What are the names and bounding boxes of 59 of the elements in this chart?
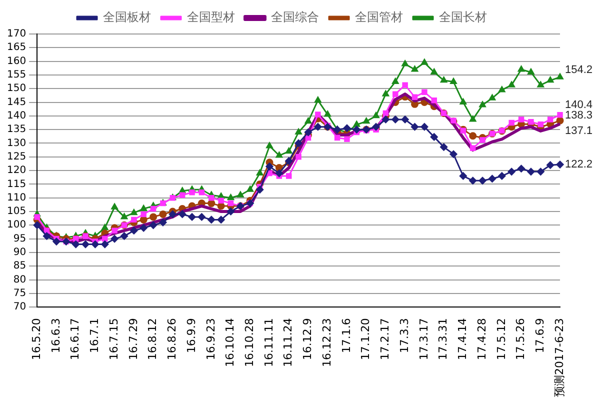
data-label: 138.3 (565, 110, 593, 122)
legend-label: 全国型材 (187, 10, 235, 24)
y-tick-label: 145 (6, 96, 26, 108)
y-tick-label: 150 (6, 83, 26, 94)
y-tick-label: 130 (6, 138, 26, 149)
y-tick-label: 75 (13, 288, 26, 300)
x-tick-label: 16.11.24 (282, 318, 295, 368)
x-tick-label: 17.3.31 (436, 318, 450, 360)
x-tick-label: 17.4.14 (456, 318, 470, 360)
x-tick-label: 17.3.17 (417, 318, 430, 360)
data-label: 122.2 (565, 158, 593, 171)
y-tick-label: 110 (6, 192, 26, 204)
x-tick-label: 16.9.9 (184, 318, 198, 354)
y-tick-label: 85 (13, 260, 26, 272)
x-tick-label: 16.7.29 (126, 318, 140, 360)
x-tick-label: 16.6.3 (49, 318, 62, 354)
x-tick-label: 16.5.20 (30, 318, 43, 360)
y-tick-label: 100 (6, 220, 26, 231)
legend-label: 全国板材 (103, 10, 151, 24)
legend-label: 全国长材 (439, 10, 487, 24)
x-tick-label: 16.8.26 (166, 318, 179, 360)
x-tick-label: 17.1.6 (340, 318, 353, 354)
x-tick-label: 16.10.14 (224, 318, 237, 368)
x-tick-label: 16.7.15 (107, 318, 120, 360)
x-tick-label: 16.11.11 (262, 318, 276, 368)
y-tick-label: 90 (13, 247, 26, 258)
y-tick-label: 105 (6, 206, 26, 218)
x-tick-label: 16.9.23 (204, 318, 218, 360)
x-tick-label: 17.1.20 (359, 318, 372, 360)
x-tick-label: 17.2.17 (378, 318, 392, 360)
y-tick-label: 95 (13, 233, 26, 244)
y-tick-label: 70 (13, 302, 26, 313)
y-tick-label: 165 (6, 42, 26, 54)
x-tick-label: 16.12.9 (301, 318, 314, 360)
y-tick-label: 160 (6, 56, 26, 67)
y-tick-label: 170 (6, 28, 26, 40)
x-tick-label: 17.5.12 (494, 318, 508, 360)
x-tick-label: 16.6.17 (68, 318, 82, 360)
x-tick-label: 17.6.9 (533, 318, 546, 354)
x-tick-label: 17.4.28 (475, 318, 488, 360)
x-tick-label: 16.8.12 (146, 318, 160, 360)
data-label: 140.4 (565, 98, 593, 111)
x-tick-label: 17.3.3 (398, 318, 411, 354)
y-tick-label: 135 (6, 124, 26, 136)
x-tick-label: 16.12.23 (320, 318, 334, 368)
x-tick-label: 16.10.28 (242, 318, 256, 368)
legend-label: 全国综合 (271, 10, 319, 24)
x-tick-label: 预测2017-6-23 (552, 318, 566, 398)
legend-label: 全国管材 (355, 10, 403, 24)
y-tick-label: 140 (6, 110, 26, 122)
y-tick-label: 125 (6, 151, 26, 162)
x-tick-label: 17.5.26 (514, 318, 528, 360)
y-tick-label: 115 (6, 178, 26, 190)
data-label: 154.2 (565, 64, 593, 76)
x-tick-label: 16.7.1 (88, 318, 102, 354)
y-tick-label: 155 (6, 70, 26, 81)
y-tick-label: 120 (6, 165, 26, 176)
y-tick-label: 80 (13, 274, 26, 286)
data-label: 137.1 (565, 124, 593, 137)
